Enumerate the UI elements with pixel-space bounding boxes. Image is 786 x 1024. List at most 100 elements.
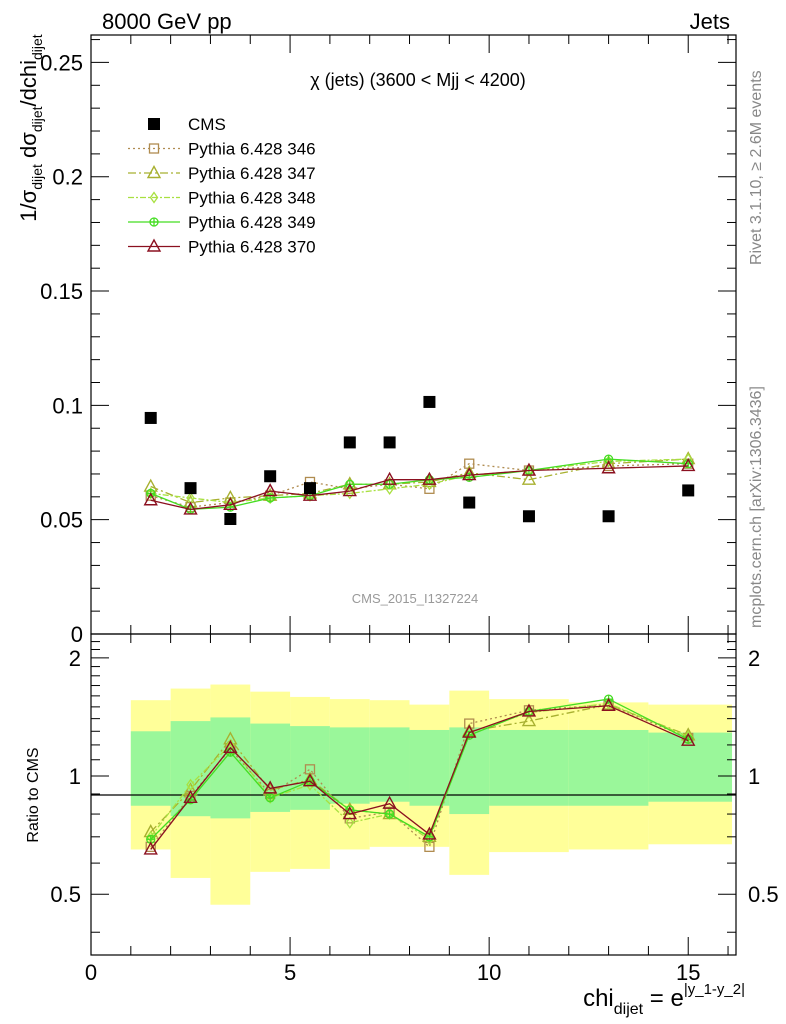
ratio-point — [342, 806, 357, 820]
ratio-uncertainty-bands — [130, 684, 733, 905]
ratio-point — [521, 703, 537, 717]
series-point — [183, 501, 198, 515]
ratio-point — [345, 816, 355, 829]
main-y-tick-label: 0.1 — [52, 393, 83, 418]
series-point — [265, 493, 275, 503]
ratio-line-pythia-6-428-370 — [150, 705, 689, 850]
main-y-tick-label: 0.15 — [40, 279, 83, 304]
ratio-point — [143, 841, 158, 855]
ratio-line-pythia-6-428-347 — [150, 703, 689, 838]
rivet-version-label: Rivet 3.1.10, ≥ 2.6M events — [748, 70, 765, 265]
legend-label: Pythia 6.428 346 — [188, 140, 316, 159]
ratio-point — [382, 795, 397, 809]
legend-marker — [146, 238, 162, 252]
ratio-y-tick-label-right: 0.5 — [748, 882, 779, 907]
series-point — [521, 462, 537, 476]
data-point-cms — [184, 482, 197, 495]
x-axis-title: chidijet = e|y_1-y_2| — [583, 981, 745, 1018]
ratio-y-tick-label: 1 — [69, 764, 81, 789]
ratio-point — [521, 713, 537, 727]
legend-marker — [148, 143, 160, 154]
ratio-point — [384, 809, 395, 819]
x-tick-label: 5 — [284, 960, 296, 985]
main-panel: 0 0.05 0.1 0.15 0.2 0.25 χ (jets) (3600 < Mjj… — [16, 34, 737, 647]
series-point — [146, 487, 156, 500]
legend-label: Pythia 6.428 348 — [188, 189, 316, 208]
ratio-line-pythia-6-428-348 — [150, 702, 689, 841]
data-point-cms — [264, 470, 277, 483]
legend-label: Pythia 6.428 349 — [188, 213, 316, 232]
series-point — [521, 471, 537, 485]
legend-label: CMS — [188, 115, 226, 134]
series-point — [462, 467, 477, 481]
ratio-point — [262, 780, 278, 794]
series-point — [143, 492, 158, 506]
legend-entry: Pythia 6.428 370 — [128, 238, 316, 257]
ratio-series-layer — [143, 694, 696, 855]
band-inner — [290, 726, 330, 810]
band-inner — [130, 731, 171, 806]
x-tick-label: 15 — [676, 960, 700, 985]
ratio-point — [422, 826, 437, 840]
band-inner — [329, 727, 370, 804]
ratio-point — [302, 773, 318, 787]
ratio-point — [186, 778, 195, 791]
band-inner — [409, 729, 450, 806]
data-point-cms — [383, 436, 396, 449]
main-y-axis: 0 0.05 0.1 0.15 0.2 0.25 — [40, 39, 736, 647]
series-point — [262, 483, 278, 497]
main-y-tick-label: 0.25 — [40, 50, 83, 75]
ratio-point — [183, 789, 198, 804]
ratio-point — [385, 807, 394, 821]
main-y-tick-label: 0.05 — [40, 508, 83, 533]
header-energy: 8000 GeV pp — [102, 9, 232, 34]
main-y-axis-title: 1/σdijet dσdijet/dchidijet — [16, 34, 45, 222]
legend-label: Pythia 6.428 370 — [188, 238, 316, 257]
series-point — [422, 471, 437, 485]
series-point — [302, 487, 318, 501]
legend-entry: CMS — [148, 115, 226, 134]
ratio-y-axis: 0.5 0.5 1 1 2 2 — [50, 641, 779, 933]
main-x-ticks — [90, 35, 729, 634]
legend-entry: Pythia 6.428 348 — [128, 189, 316, 208]
series-point — [601, 460, 616, 474]
ratio-panel: 0.5 0.5 1 1 2 2 0 5 10 15 Ratio to CMS chidijet … — [25, 633, 779, 1018]
ratio-line-pythia-6-428-349 — [150, 698, 689, 840]
series-line-pythia-6-428-347 — [150, 458, 689, 504]
data-point-cms — [682, 484, 695, 497]
legend-marker — [149, 217, 159, 227]
data-point-cms — [423, 395, 436, 408]
data-point-cms — [144, 411, 157, 424]
series-line-pythia-6-428-370 — [150, 465, 689, 511]
ratio-point — [425, 833, 434, 846]
band-inner — [489, 729, 569, 806]
ratio-y-tick-label-right: 2 — [748, 646, 760, 671]
ratio-y-tick-label: 0.5 — [50, 882, 81, 907]
ratio-point — [462, 724, 477, 738]
series-point — [382, 471, 397, 485]
band-inner — [568, 729, 649, 806]
ratio-point — [424, 841, 435, 853]
series-point — [422, 474, 437, 488]
data-point-cms — [303, 482, 316, 495]
header-category: Jets — [690, 9, 730, 34]
main-y-tick-label: 0.2 — [52, 165, 83, 190]
ratio-y-tick-label-right: 1 — [748, 764, 760, 789]
legend-entry: Pythia 6.428 347 — [128, 164, 316, 183]
ratio-y-axis-title: Ratio to CMS — [25, 747, 42, 842]
mcplots-label: mcplots.cern.ch [arXiv:1306.3436] — [748, 386, 765, 628]
legend-entry: Pythia 6.428 349 — [128, 213, 316, 232]
ratio-frame — [90, 633, 737, 956]
ratio-point — [223, 731, 238, 745]
plot-title: χ (jets) (3600 < Mjj < 4200) — [310, 70, 526, 90]
legend-marker — [146, 165, 162, 179]
data-point-cms — [224, 513, 237, 526]
main-series-layer — [143, 395, 696, 526]
band-inner — [369, 727, 410, 802]
data-point-cms — [463, 496, 476, 509]
ratio-point — [681, 732, 696, 746]
series-point — [681, 457, 696, 472]
legend: CMS Pythia 6.428 346 Pythia 6.428 347 Pythi… — [128, 115, 316, 257]
data-point-cms — [522, 510, 535, 523]
